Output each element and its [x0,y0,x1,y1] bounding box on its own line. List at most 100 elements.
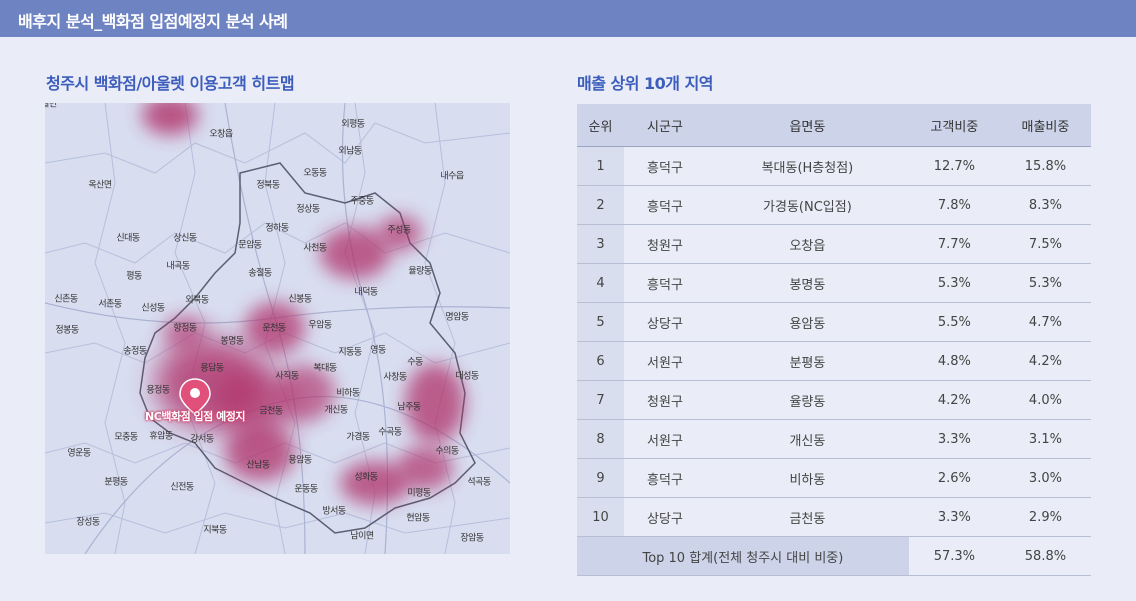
place-label: 신봉동 [288,294,312,305]
rank-cell: 3 [577,224,624,264]
heatmap-map: 오창읍 외평동 외남동 오동동 정북동 내수읍 옥산면 정상동 주중동 정하동 주성동 신대동 상신동 문… [45,103,510,554]
dong-cell: 오창읍 [706,224,909,264]
place-label: 석곡동 [467,477,491,488]
dong-cell: 봉명동 [706,263,909,303]
place-label: 영동 [370,345,386,356]
sales-share-cell: 4.7% [999,302,1091,342]
total-label: Top 10 합계(전체 청주시 대비 비중) [577,536,909,576]
dong-cell: 금천동 [706,497,909,537]
table-row: 10 상당구 금천동 3.3% 2.9% [577,497,1091,537]
place-label: 송절동 [248,268,272,279]
customer-share-cell: 12.7% [908,146,1000,186]
place-label: 비하동 [336,388,360,399]
customer-share-cell: 4.2% [908,380,1000,420]
table-row: 2 흥덕구 가경동(NC입점) 7.8% 8.3% [577,185,1091,225]
place-label: 신대동 [116,233,140,244]
place-label: 우암동 [308,320,332,331]
heat-layer [142,103,465,505]
table-row: 7 청원구 율량동 4.2% 4.0% [577,380,1091,420]
dong-cell: 율량동 [706,380,909,420]
place-label: 대성동 [455,371,479,382]
map-svg [45,103,510,554]
place-label: 남이면 [350,531,374,542]
place-label: 옥산면 [88,180,112,191]
sales-share-cell: 15.8% [999,146,1091,186]
place-label: 사직동 [275,371,299,382]
customer-share-cell: 5.3% [908,263,1000,303]
district-cell: 흥덕구 [624,263,706,303]
place-label: 산남동 [246,460,270,471]
total-customer-share: 57.3% [908,536,1000,576]
page-title: 배후지 분석_백화점 입점예정지 분석 사례 [18,12,288,31]
place-label: 지북동 [203,525,227,536]
sales-share-cell: 3.0% [999,458,1091,498]
place-label: 봉명동 [220,336,244,347]
rank-cell: 1 [577,146,624,186]
dong-cell: 비하동 [706,458,909,498]
table-body: 1 흥덕구 복대동(H층청점) 12.7% 15.8% 2 흥덕구 가경동(NC입점) 7.8%… [577,146,1091,576]
customer-share-cell: 2.6% [908,458,1000,498]
place-label: 오동동 [303,168,327,179]
place-label: 장암동 [460,533,484,544]
dong-cell: 개신동 [706,419,909,459]
customer-share-cell: 7.7% [908,224,1000,264]
place-label: 정상동 [296,204,320,215]
place-label: 복대동 [313,363,337,374]
place-label: 개신동 [324,405,348,416]
col-customer-share: 고객비중 [908,104,1000,147]
customer-share-cell: 7.8% [908,185,1000,225]
place-label: 용정동 [146,385,170,396]
place-label: 명암동 [445,312,469,323]
place-label: 정북동 [256,180,280,191]
district-cell: 청원구 [624,224,706,264]
place-label: 문암동 [238,240,262,251]
top-header-bar: 배후지 분석_백화점 입점예정지 분석 사례 [0,0,1136,37]
rank-cell: 2 [577,185,624,225]
place-label: 율량동 [408,266,432,277]
place-label: 수동 [407,357,423,368]
place-label: 방서동 [322,506,346,517]
col-dong: 읍면동 [706,104,909,147]
place-label: 성화동 [354,472,378,483]
total-sales-share: 58.8% [999,536,1091,576]
place-label: 사천동 [303,243,327,254]
place-label: 금천동 [259,406,283,417]
table-row: 9 흥덕구 비하동 2.6% 3.0% [577,458,1091,498]
place-label: 용암동 [288,455,312,466]
place-label: 가경동 [346,432,370,443]
district-cell: 상당구 [624,497,706,537]
sales-share-cell: 2.9% [999,497,1091,537]
place-label: 운동동 [294,484,318,495]
district-cell: 흥덕구 [624,146,706,186]
store-marker-label: NC백화점 입점 예정지 [145,410,245,423]
dong-cell: 분평동 [706,341,909,381]
place-label: 남주동 [397,402,421,413]
table-row: 3 청원구 오창읍 7.7% 7.5% [577,224,1091,264]
place-label: 신성동 [141,303,165,314]
col-rank: 순위 [577,104,624,147]
place-label: 영운동 [67,448,91,459]
top10-ranking-table: 순위 시군구 읍면동 고객비중 매출비중 1 흥덕구 복대동(H층청점) 12.7% 1… [577,104,1091,576]
table-row: 5 상당구 용암동 5.5% 4.7% [577,302,1091,342]
district-cell: 흥덕구 [624,185,706,225]
rank-cell: 10 [577,497,624,537]
place-label: 운천동 [262,323,286,334]
place-label: 오창읍 [209,129,233,140]
place-label: 송정동 [123,346,147,357]
rank-cell: 6 [577,341,624,381]
col-sales-share: 매출비중 [999,104,1091,147]
place-label: 지동동 [338,347,362,358]
dong-cell: 용암동 [706,302,909,342]
place-label: 외평동 [341,119,365,130]
place-label: 정하동 [265,223,289,234]
sales-share-cell: 3.1% [999,419,1091,459]
col-district: 시군구 [624,104,706,147]
place-label: 외남동 [338,146,362,157]
sales-share-cell: 7.5% [999,224,1091,264]
place-label: 수의동 [435,446,459,457]
place-label: 강서동 [190,434,214,445]
location-pin-icon[interactable] [179,378,211,415]
place-label: 휴암동 [149,431,173,442]
place-label: 분평동 [104,477,128,488]
district-cell: 흥덕구 [624,458,706,498]
